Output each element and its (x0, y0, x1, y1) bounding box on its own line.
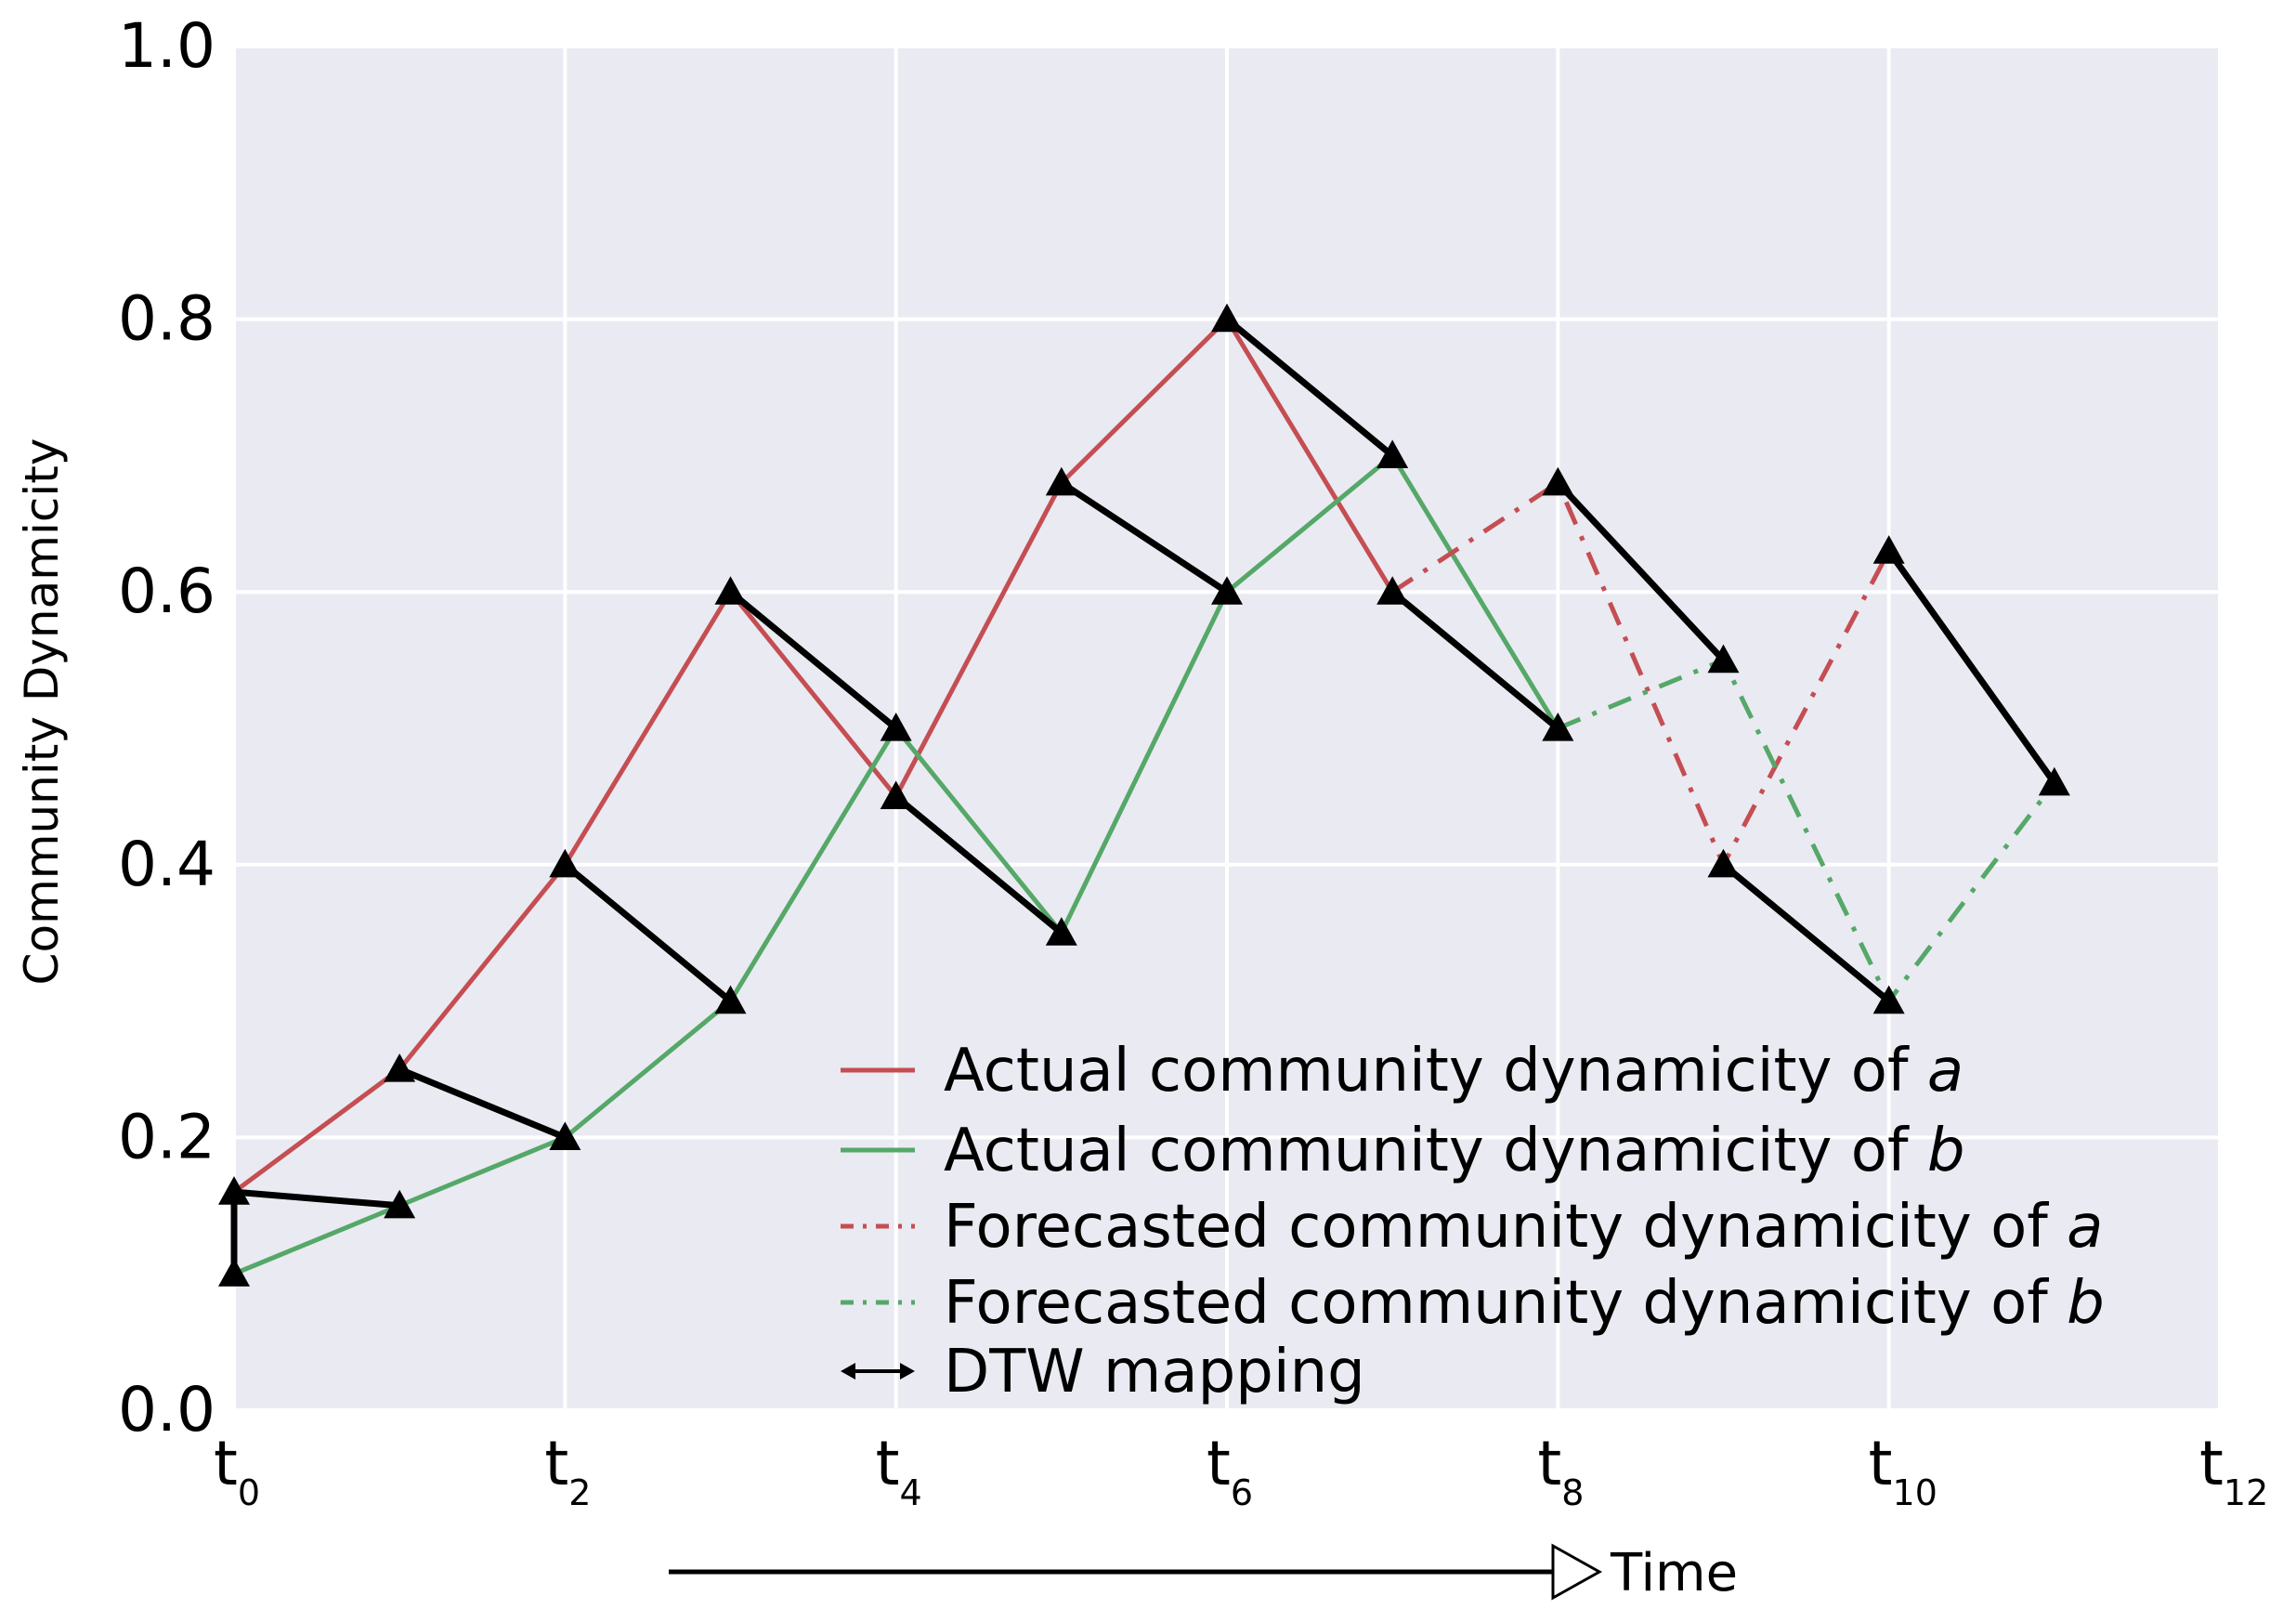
x-tick-label: t6 (1207, 1428, 1253, 1513)
x-axis-label: Time (1610, 1543, 1738, 1603)
y-tick-label: 0.8 (118, 283, 215, 355)
triangle-marker (1211, 576, 1243, 605)
x-tick-labels: t0 t2 t4 t6 t8 t10 t12 (214, 1428, 2268, 1513)
legend: Actual community dynamicity of a Actual c… (841, 1037, 2105, 1406)
triangle-marker (1872, 535, 1905, 564)
time-axis-arrow: Time (669, 1543, 1738, 1603)
legend-arrowhead-left (841, 1363, 855, 1380)
dtw-mapping-line (561, 861, 734, 1005)
dtw-mapping-line (1223, 316, 1396, 459)
dtw-mapping-line (893, 792, 1065, 936)
triangle-marker (1542, 466, 1574, 496)
triangle-marker (1045, 466, 1077, 496)
dtw-mapping-line (727, 588, 900, 732)
x-tick-label: t8 (1537, 1428, 1584, 1513)
triangle-marker (1376, 576, 1409, 605)
legend-label-forecast-a: Forecasted community dynamicity of a (944, 1193, 2103, 1262)
series-line-forecast-a (1390, 480, 1891, 868)
triangle-marker (384, 1189, 416, 1219)
y-tick-label: 0.4 (118, 829, 215, 900)
y-axis-label: Community Dynamicity (15, 438, 69, 986)
triangle-marker (384, 1053, 416, 1082)
triangle-marker (1542, 713, 1574, 741)
legend-arrowhead-right (900, 1363, 915, 1380)
dtw-mapping-lines (230, 316, 2058, 1277)
triangle-marker (218, 1176, 250, 1205)
y-tick-label: 1.0 (118, 10, 215, 82)
legend-label-forecast-b: Forecasted community dynamicity of b (944, 1269, 2105, 1338)
triangle-marker (714, 985, 747, 1014)
dtw-mapping-line (396, 1066, 568, 1141)
x-tick-label: t4 (876, 1428, 922, 1513)
x-tick-label: t0 (214, 1428, 260, 1513)
dtw-mapping-line (1554, 479, 1727, 664)
series-line-forecast-b (1557, 658, 2056, 1004)
x-tick-label: t2 (544, 1428, 591, 1513)
triangle-marker (2038, 766, 2070, 796)
legend-label-actual-b: Actual community dynamicity of b (944, 1117, 1964, 1185)
time-arrow-head (1551, 1543, 1603, 1601)
y-tick-labels: 0.0 0.2 0.4 0.6 0.8 1.0 (118, 10, 215, 1445)
dtw-mapping-line (230, 1188, 403, 1210)
y-tick-label: 0.6 (118, 556, 215, 627)
y-tick-label: 0.0 (118, 1374, 215, 1445)
triangle-marker (218, 1258, 250, 1287)
x-tick-label: t10 (1869, 1428, 1937, 1513)
dtw-mapping-line (1389, 588, 1561, 732)
x-tick-label: t12 (2199, 1428, 2268, 1513)
y-tick-label: 0.2 (118, 1101, 215, 1172)
triangle-marker (714, 576, 747, 605)
legend-label-actual-a: Actual community dynamicity of a (944, 1037, 1963, 1105)
triangle-marker (1707, 644, 1740, 674)
triangle-marker (1045, 917, 1077, 946)
dtw-mapping-line (1885, 547, 2058, 787)
triangle-marker (880, 713, 912, 741)
triangle-marker (1211, 303, 1243, 333)
series-line-actual-a (232, 317, 1395, 1195)
dtw-mapping-line (1720, 861, 1893, 1005)
dtw-mapping-line (1058, 479, 1231, 595)
triangle-marker (1376, 439, 1409, 468)
data-markers (218, 303, 2070, 1287)
triangle-marker (549, 848, 581, 878)
triangle-marker (549, 1121, 581, 1150)
legend-label-dtw: DTW mapping (944, 1338, 1365, 1406)
triangle-marker (1707, 848, 1740, 878)
triangle-marker (880, 780, 912, 809)
triangle-marker (1872, 985, 1905, 1014)
